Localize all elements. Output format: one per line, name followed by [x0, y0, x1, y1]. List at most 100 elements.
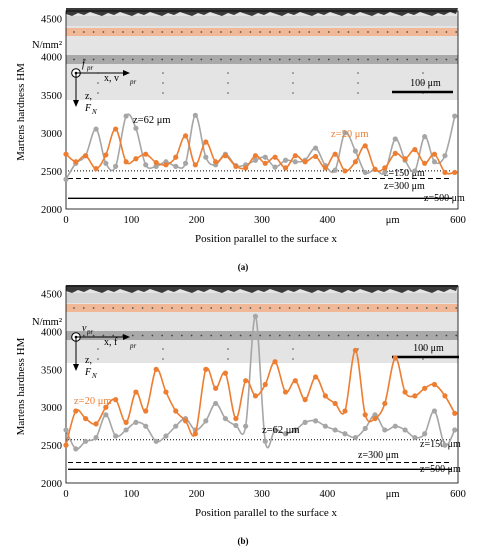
x-unit-label: μm	[386, 215, 400, 226]
data-point	[342, 408, 348, 414]
coordinate-system: v prx, f prz,F N	[71, 323, 137, 380]
data-point	[233, 422, 239, 429]
data-point	[222, 415, 229, 422]
indent-dot	[292, 82, 294, 84]
indent-dot	[227, 72, 229, 74]
indent-dot	[151, 307, 154, 309]
data-point	[412, 168, 418, 174]
data-point	[73, 159, 79, 165]
indent-dot	[210, 58, 213, 61]
indent-dot	[445, 31, 448, 33]
data-point	[362, 412, 368, 418]
indent-dot	[308, 58, 311, 61]
texture-band	[66, 293, 458, 303]
data-point	[282, 389, 289, 395]
data-point	[143, 151, 149, 157]
data-point	[402, 156, 408, 162]
indent-dot	[318, 307, 320, 309]
x-tick-label: 0	[63, 215, 68, 226]
indent-dot	[357, 92, 359, 94]
data-point	[382, 165, 388, 171]
data-point	[412, 147, 418, 153]
indent-dot	[288, 58, 291, 61]
indent-dot	[406, 307, 409, 309]
data-point	[153, 163, 159, 169]
indent-dot	[445, 307, 448, 309]
scale-bar-label: 100 μm	[413, 343, 444, 354]
series-line	[65, 128, 455, 175]
indent-dot	[97, 92, 99, 94]
indent-dot	[162, 92, 164, 94]
data-point	[153, 438, 159, 444]
data-point	[452, 427, 458, 433]
data-point	[382, 169, 388, 176]
data-point	[332, 167, 338, 173]
data-point	[392, 150, 398, 157]
x-tick-label: 300	[254, 215, 270, 226]
indent-dot	[347, 307, 350, 309]
indent-dot	[92, 307, 95, 309]
indent-dot	[131, 58, 134, 61]
y-tick-label: 4000	[41, 53, 62, 64]
indent-dot	[171, 307, 173, 309]
data-point	[282, 157, 289, 163]
data-point	[173, 154, 179, 160]
indent-dot	[200, 58, 203, 61]
orange-indent-row	[66, 304, 458, 312]
data-point	[83, 415, 89, 422]
indent-dot	[249, 307, 252, 309]
data-point	[103, 152, 109, 158]
plot-frame	[65, 10, 459, 210]
indent-dot	[367, 58, 369, 61]
indent-dot	[455, 334, 458, 337]
x-tick-label: 100	[123, 215, 139, 226]
data-point	[442, 442, 448, 448]
indent-dot	[269, 31, 271, 33]
indent-dot	[376, 334, 379, 337]
data-point	[143, 423, 149, 429]
data-point	[213, 385, 219, 391]
indent-dot	[308, 334, 311, 337]
indent-dot	[122, 58, 124, 61]
indent-dot	[82, 334, 85, 337]
indent-dot	[376, 58, 379, 61]
data-point	[302, 397, 308, 403]
indent-dot	[416, 307, 418, 309]
axis-label-top-sub: pr	[86, 64, 94, 72]
data-point	[262, 154, 268, 160]
indent-dot	[455, 58, 458, 61]
y-tick-label: 2500	[41, 167, 62, 178]
y-unit-label: N/mm²	[32, 40, 62, 51]
indent-dot	[210, 334, 213, 337]
data-point	[431, 151, 438, 157]
y-tick-label: 2500	[41, 441, 62, 452]
indent-dot	[112, 31, 115, 33]
data-point	[362, 425, 368, 432]
indent-dot	[112, 334, 115, 337]
indent-dot	[318, 31, 320, 33]
data-point	[272, 154, 278, 160]
axis-label-z: z,	[85, 91, 92, 102]
data-point	[272, 427, 278, 433]
data-point	[182, 133, 189, 139]
indent-dot	[112, 307, 115, 309]
indent-dot	[327, 58, 330, 61]
y-tick-label: 3000	[41, 129, 62, 140]
indent-dot	[445, 334, 448, 337]
data-point	[182, 418, 189, 424]
data-point	[372, 415, 378, 422]
reference-line-label: z=150 μm	[384, 168, 425, 179]
indent-dot	[357, 72, 359, 74]
reference-line-label: z=150 μm	[420, 439, 461, 450]
indent-dot	[367, 334, 369, 337]
indent-dot	[227, 358, 229, 360]
data-point	[233, 415, 239, 422]
indent-dot	[131, 31, 134, 33]
chart-panel-2: 100 μmv prx, f prz,F N200025003000350040004…	[15, 285, 466, 546]
data-point	[203, 139, 209, 145]
indent-dot	[220, 31, 222, 33]
coordinate-system: f prx, v prz,F N	[71, 59, 137, 116]
data-point	[73, 446, 79, 452]
data-point	[113, 433, 119, 439]
z-arrow-head	[73, 100, 79, 107]
